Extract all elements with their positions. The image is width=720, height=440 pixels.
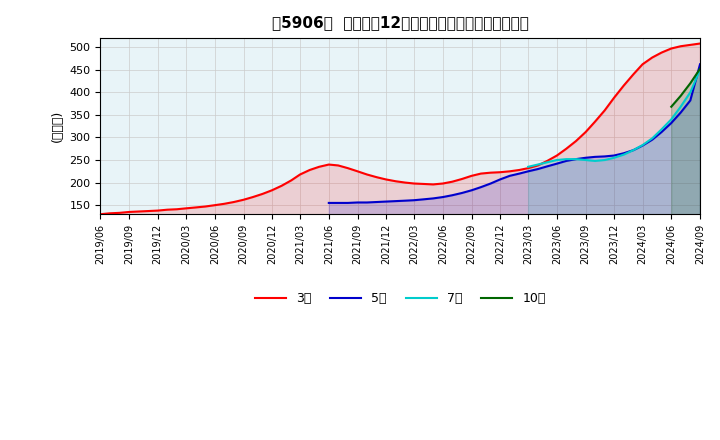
- Line: 7年: 7年: [528, 70, 700, 167]
- Line: 3年: 3年: [100, 44, 700, 214]
- Line: 5年: 5年: [329, 64, 700, 203]
- Line: 10年: 10年: [671, 69, 700, 107]
- Legend: 3年, 5年, 7年, 10年: 3年, 5年, 7年, 10年: [250, 287, 551, 310]
- Y-axis label: (百万円): (百万円): [51, 110, 64, 142]
- Title: 【5906】  経常利益12か月移動合計の標準偏差の推移: 【5906】 経常利益12か月移動合計の標準偏差の推移: [271, 15, 528, 30]
